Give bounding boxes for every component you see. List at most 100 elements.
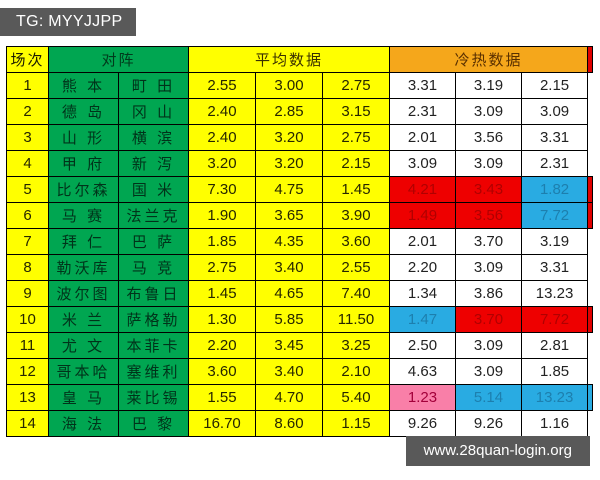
cell-home-team: 哥本哈 bbox=[48, 358, 119, 385]
cell-match-number: 14 bbox=[6, 410, 49, 437]
cell-hotcold-3: 3.09 bbox=[521, 98, 589, 125]
cell-average-2: 3.20 bbox=[255, 150, 324, 177]
cell-home-team: 海 法 bbox=[48, 410, 119, 437]
cell-average-1: 1.30 bbox=[188, 306, 257, 333]
cell-average-1: 1.45 bbox=[188, 280, 257, 307]
cell-hotcold-1: 3.09 bbox=[389, 150, 457, 177]
cell-hotcold-3: 13.23 bbox=[521, 384, 589, 411]
header-match-number: 场次 bbox=[6, 46, 49, 73]
cell-match-number: 2 bbox=[6, 98, 49, 125]
table-row[interactable]: 14 海 法巴 黎 16.70 8.60 1.15 9.26 9.26 1.16 bbox=[6, 410, 593, 437]
cell-average-1: 3.60 bbox=[188, 358, 257, 385]
cell-match-number: 8 bbox=[6, 254, 49, 281]
cell-hotcold-2: 5.14 bbox=[455, 384, 523, 411]
cell-average-2: 5.85 bbox=[255, 306, 324, 333]
cell-edge-marker bbox=[587, 150, 593, 177]
cell-hotcold-1: 2.50 bbox=[389, 332, 457, 359]
header-edge-strip bbox=[587, 46, 594, 73]
cell-hotcold-1: 4.21 bbox=[389, 176, 457, 203]
table-row[interactable]: 9 波尔图 布鲁日 1.45 4.65 7.40 1.34 3.86 13.23 bbox=[6, 280, 593, 307]
cell-average-2: 3.40 bbox=[255, 254, 324, 281]
cell-average-3: 3.90 bbox=[322, 202, 391, 229]
cell-match-number: 10 bbox=[6, 306, 49, 333]
cell-hotcold-3: 2.15 bbox=[521, 72, 589, 99]
cell-average-2: 3.40 bbox=[255, 358, 324, 385]
cell-home-team: 山 形 bbox=[48, 124, 119, 151]
header-hotcold-data: 冷热数据 bbox=[389, 46, 589, 73]
cell-hotcold-2: 3.56 bbox=[455, 202, 523, 229]
cell-average-2: 4.65 bbox=[255, 280, 324, 307]
cell-away-team: 巴 萨 bbox=[117, 228, 190, 255]
cell-away-team: 法兰克 bbox=[117, 202, 190, 229]
cell-home-team: 米 兰 bbox=[48, 306, 119, 333]
table-row[interactable]: 10 米 兰萨格勒 1.30 5.85 11.50 1.47 3.70 7.72 bbox=[6, 306, 594, 333]
cell-hotcold-2: 3.19 bbox=[455, 72, 523, 99]
cell-hotcold-1: 4.63 bbox=[389, 358, 457, 385]
header-matchup: 对阵 bbox=[47, 46, 190, 73]
cell-average-1: 1.85 bbox=[188, 228, 257, 255]
cell-edge-marker bbox=[587, 410, 593, 437]
cell-average-2: 4.75 bbox=[255, 176, 324, 203]
table-row[interactable]: 5 比尔森国 米 7.30 4.75 1.45 4.21 3.43 1.82 bbox=[6, 176, 594, 203]
cell-average-2: 4.35 bbox=[255, 228, 324, 255]
cell-away-team: 莱比锡 bbox=[117, 384, 190, 411]
cell-hotcold-1: 1.23 bbox=[389, 384, 457, 411]
cell-home-team: 波尔图 bbox=[48, 280, 119, 307]
cell-hotcold-2: 3.09 bbox=[455, 358, 523, 385]
cell-hotcold-3: 3.31 bbox=[521, 124, 589, 151]
cell-average-1: 2.40 bbox=[188, 98, 257, 125]
cell-home-team: 比尔森 bbox=[48, 176, 119, 203]
table-row[interactable]: 13 皇 马莱比锡 1.55 4.70 5.40 1.23 5.14 13.23 bbox=[6, 384, 594, 411]
cell-home-team: 马 赛 bbox=[48, 202, 119, 229]
cell-average-3: 3.15 bbox=[322, 98, 391, 125]
cell-hotcold-1: 1.34 bbox=[389, 280, 457, 307]
cell-hotcold-3: 13.23 bbox=[521, 280, 589, 307]
cell-edge-marker bbox=[587, 98, 593, 125]
table-row[interactable]: 12 哥本哈 塞维利 3.60 3.40 2.10 4.63 3.09 1.85 bbox=[6, 358, 593, 385]
table-row[interactable]: 8 勒沃库马 竞 2.75 3.40 2.55 2.20 3.09 3.31 bbox=[6, 254, 593, 281]
cell-average-3: 1.45 bbox=[322, 176, 391, 203]
cell-hotcold-1: 2.20 bbox=[389, 254, 457, 281]
table-row[interactable]: 11 尤 文本菲卡 2.20 3.45 3.25 2.50 3.09 2.81 bbox=[6, 332, 593, 359]
cell-match-number: 5 bbox=[6, 176, 49, 203]
cell-average-3: 3.60 bbox=[322, 228, 391, 255]
cell-hotcold-1: 2.01 bbox=[389, 124, 457, 151]
cell-edge-marker bbox=[587, 384, 594, 411]
cell-hotcold-3: 1.85 bbox=[521, 358, 589, 385]
cell-average-2: 3.65 bbox=[255, 202, 324, 229]
cell-average-3: 2.15 bbox=[322, 150, 391, 177]
cell-hotcold-1: 2.31 bbox=[389, 98, 457, 125]
cell-average-2: 3.20 bbox=[255, 124, 324, 151]
cell-match-number: 12 bbox=[6, 358, 49, 385]
cell-hotcold-3: 2.81 bbox=[521, 332, 589, 359]
cell-home-team: 拜 仁 bbox=[48, 228, 119, 255]
cell-home-team: 甲 府 bbox=[48, 150, 119, 177]
cell-average-2: 2.85 bbox=[255, 98, 324, 125]
cell-away-team: 马 竞 bbox=[117, 254, 190, 281]
cell-edge-marker bbox=[587, 332, 593, 359]
cell-away-team: 冈 山 bbox=[117, 98, 190, 125]
cell-average-1: 7.30 bbox=[188, 176, 257, 203]
cell-average-1: 16.70 bbox=[188, 410, 257, 437]
cell-average-1: 2.75 bbox=[188, 254, 257, 281]
cell-away-team: 本菲卡 bbox=[117, 332, 190, 359]
cell-average-3: 2.10 bbox=[322, 358, 391, 385]
cell-edge-marker bbox=[587, 358, 593, 385]
cell-away-team: 町 田 bbox=[117, 72, 190, 99]
cell-away-team: 巴 黎 bbox=[117, 410, 190, 437]
cell-edge-marker bbox=[587, 280, 593, 307]
cell-away-team: 塞维利 bbox=[117, 358, 190, 385]
cell-away-team: 新 泻 bbox=[117, 150, 190, 177]
cell-hotcold-2: 3.56 bbox=[455, 124, 523, 151]
cell-home-team: 熊 本 bbox=[48, 72, 119, 99]
cell-hotcold-1: 2.01 bbox=[389, 228, 457, 255]
cell-hotcold-3: 7.72 bbox=[521, 202, 589, 229]
